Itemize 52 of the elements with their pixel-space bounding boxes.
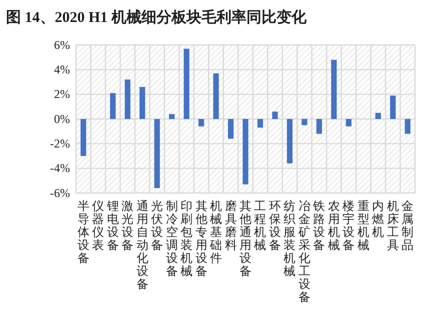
y-tick-label: 0% [54,112,70,126]
bar [154,119,160,188]
bar [390,96,396,119]
bar [375,112,381,119]
chart-title: 图 14、2020 H1 机械细分板块毛利率同比变化 [6,8,308,26]
x-tick-label: 纺织服装机械 [284,199,296,278]
x-tick-label: 印刷包装机械 [180,199,193,278]
y-tick-label: 6% [54,38,70,52]
y-tick-label: -4% [50,161,70,176]
bar [184,48,190,119]
bar [228,119,234,139]
x-tick-label: 冶金矿采化工设备 [297,199,310,304]
x-tick-label: 其他通用设备 [240,199,252,278]
x-tick-label: 农用机械 [328,199,340,252]
bar [80,119,86,156]
x-tick-label: 磨具磨料 [224,199,237,252]
bar [272,112,278,119]
bar [331,60,337,119]
bar [302,119,308,126]
x-tick-label: 机械基础件 [209,199,222,265]
bar [316,119,322,134]
bar [346,119,352,126]
x-tick-label: 通用自动化设备 [136,199,148,291]
x-tick-label: 工程机械 [254,199,266,252]
x-tick-label: 机床工具 [386,199,399,252]
y-tick-label: 4% [54,62,70,77]
bar [242,119,248,184]
x-tick-label: 制冷空调设备 [166,199,178,278]
bar [213,73,219,119]
bar [198,119,204,126]
y-tick-label: 2% [54,87,70,102]
x-tick-label: 激光设备 [122,199,134,252]
bar [404,119,410,134]
y-tick-label: -2% [50,136,70,151]
x-tick-label: 环保设备 [268,199,281,252]
bar [140,86,146,119]
x-tick-label: 仪器仪表 [92,199,104,252]
x-tick-label: 其他专用设备 [195,199,208,278]
bar [286,119,293,164]
y-tick-label: -6% [50,186,70,200]
x-tick-label: 重型机械 [357,199,370,252]
x-tick-label: 金属制品 [402,199,414,252]
x-tick-label: 半导体设备 [77,199,90,265]
x-tick-label: 楼宇设备 [342,199,355,252]
bar [257,119,264,128]
bar [169,114,175,119]
x-tick-label: 锂电设备 [106,199,119,252]
x-tick-label: 铁路设备 [312,199,326,252]
x-tick-label: 光伏设备 [151,199,164,252]
bar [110,93,116,119]
bar [124,80,130,119]
x-tick-label: 内燃机 [372,199,384,239]
